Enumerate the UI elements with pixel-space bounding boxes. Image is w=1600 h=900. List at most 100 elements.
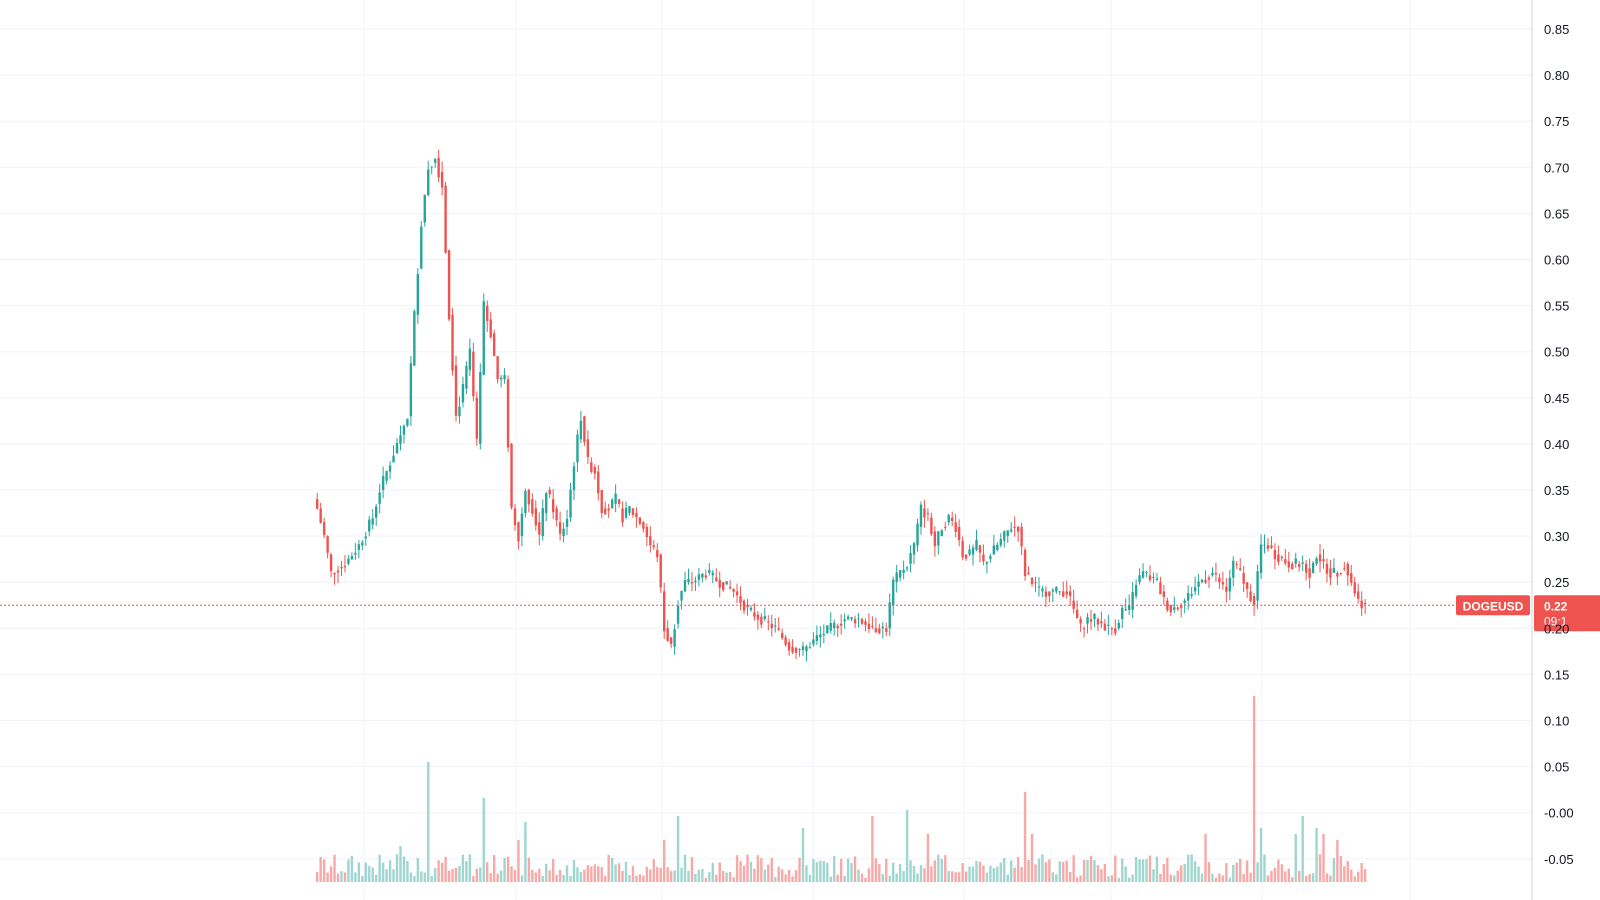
volume-bar [878, 864, 881, 882]
volume-bar [1200, 873, 1204, 882]
candle-body [1162, 591, 1166, 598]
volume-bar [437, 860, 440, 882]
candle-body [1353, 582, 1356, 594]
candle-body [1079, 619, 1082, 624]
candle-body [1041, 588, 1044, 592]
candle-body [322, 522, 326, 536]
candle-body [833, 622, 836, 629]
volume-bar [1363, 869, 1367, 882]
candle-body [985, 562, 989, 564]
volume-bar [833, 855, 836, 882]
candle-body [763, 616, 767, 620]
candle-body [1016, 526, 1020, 532]
candle-body [1023, 549, 1027, 576]
volume-bar [593, 864, 596, 882]
price-tick-label: 0.50 [1544, 345, 1569, 360]
candle-body [777, 628, 780, 630]
volume-bar [402, 856, 406, 882]
volume-bar [1044, 862, 1048, 882]
candle-body [774, 625, 777, 627]
volume-bar [1193, 861, 1197, 882]
volume-bar [905, 810, 909, 882]
price-tick-label: 0.55 [1544, 299, 1569, 314]
candle-body [534, 508, 538, 526]
volume-bar [1023, 792, 1027, 882]
volume-bar [1207, 862, 1211, 882]
volume-bar [1027, 859, 1030, 882]
candle-body [496, 356, 499, 380]
volume-bar [600, 866, 603, 882]
volume-bar [579, 872, 583, 882]
volume-bar [524, 822, 527, 882]
candle-body [1197, 581, 1200, 587]
price-tick-label: 0.80 [1544, 68, 1569, 83]
volume-bar [1121, 858, 1124, 882]
volume-bar [1232, 864, 1235, 882]
volume-bar [406, 861, 409, 882]
volume-bar [635, 875, 638, 882]
volume-bar [933, 860, 937, 882]
candle-body [1141, 571, 1145, 578]
candle-body [1287, 561, 1290, 568]
candle-body [444, 185, 447, 253]
volume-bar [1204, 834, 1207, 882]
volume-bar [583, 869, 586, 882]
volume-bar [1325, 873, 1329, 882]
candle-body [454, 365, 458, 416]
candle-body [1308, 568, 1311, 578]
candle-body [378, 492, 381, 504]
candle-body [760, 616, 763, 625]
volume-bar [964, 871, 968, 882]
candle-body [1221, 582, 1225, 585]
candle-body [867, 623, 871, 630]
volume-bar [909, 860, 912, 882]
volume-bar [381, 862, 385, 882]
candle-body [1086, 616, 1089, 624]
volume-bar [805, 865, 808, 882]
candle-body [458, 406, 461, 417]
volume-bar [534, 872, 538, 882]
volume-bar [461, 854, 465, 882]
candle-body [780, 632, 784, 639]
volume-bar [343, 872, 347, 882]
volume-bar [975, 860, 978, 882]
volume-bar [1186, 854, 1190, 882]
candle-body [881, 626, 885, 629]
volume-bar [1287, 868, 1290, 882]
volume-bar [423, 872, 426, 882]
volume-bar [572, 859, 576, 882]
volume-bar [1336, 840, 1339, 882]
volume-bar [812, 859, 815, 882]
volume-bar [957, 872, 961, 882]
candle-body [1329, 568, 1332, 578]
volume-bar [451, 868, 454, 882]
volume-bar [885, 858, 888, 882]
candle-body [933, 531, 937, 547]
candle-body [1301, 562, 1304, 564]
candle-body [333, 572, 336, 575]
volume-bar [996, 866, 999, 882]
volume-bar [822, 861, 826, 882]
volume-bar [715, 874, 718, 882]
price-tick-label: 0.70 [1544, 160, 1569, 175]
candle-body [1242, 572, 1245, 584]
volume-bar [780, 869, 784, 882]
candle-body [569, 489, 572, 518]
volume-bar [1343, 866, 1346, 882]
candle-body [350, 556, 354, 560]
price-axis[interactable]: 0.85 0.80 0.75 0.70 0.65 0.60 0.55 0.50 0.45 0.40… [1531, 0, 1574, 900]
volume-bar [708, 872, 711, 882]
volume-bar [1145, 858, 1148, 882]
candle-body [871, 625, 874, 627]
volume-bar [999, 862, 1002, 882]
volume-bar [742, 865, 746, 882]
candle-body [815, 635, 819, 641]
volume-bar [458, 866, 461, 882]
candle-body [1273, 549, 1277, 560]
volume-bar [548, 870, 551, 882]
volume-bar [916, 873, 919, 882]
candle-body [1127, 605, 1131, 610]
candle-body [645, 526, 649, 538]
